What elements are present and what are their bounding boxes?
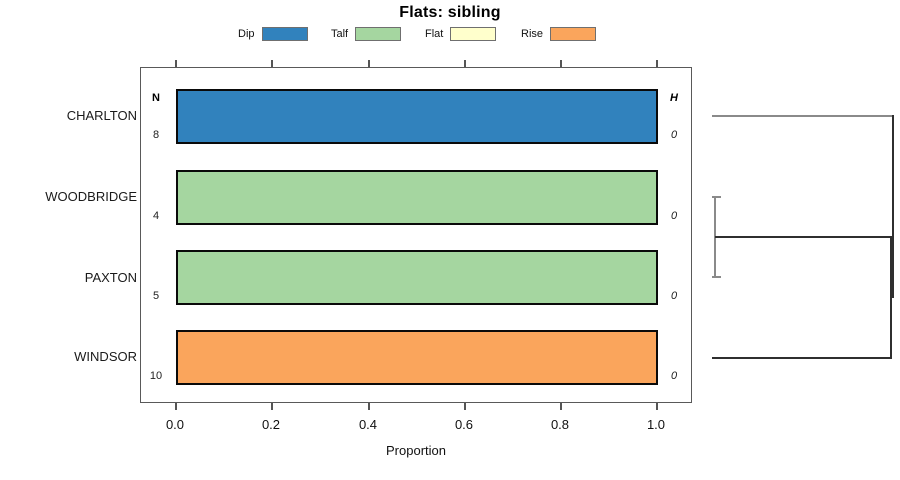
- dendrogram-leaf-windsor: [712, 357, 892, 359]
- legend-item-rise: Rise: [521, 26, 597, 42]
- legend-swatch-dip: [261, 27, 308, 41]
- x-tick-label: 0.0: [165, 417, 185, 432]
- legend-label-flat: Flat: [425, 28, 444, 40]
- x-tick-label: 0.2: [261, 417, 281, 432]
- n-column-header: N: [152, 92, 160, 104]
- x-tick-bottom: [368, 403, 370, 410]
- x-tick-label: 0.6: [454, 417, 474, 432]
- x-tick-bottom: [464, 403, 466, 410]
- bar-charlton: [176, 89, 658, 144]
- h-value-charlton: 0: [670, 129, 678, 141]
- dendrogram-cluster-wp-line: [715, 236, 892, 238]
- x-tick-bottom: [175, 403, 177, 410]
- x-axis-title: Proportion: [386, 443, 446, 458]
- legend-label-talf: Talf: [331, 28, 349, 40]
- legend-label-dip: Dip: [238, 28, 255, 40]
- x-tick-top: [368, 60, 370, 67]
- legend-swatch-flat: [450, 27, 497, 41]
- n-value-charlton: 8: [152, 129, 160, 141]
- h-column-header: H: [670, 92, 678, 104]
- chart-title: Flats: sibling: [399, 4, 501, 21]
- row-label-paxton: PAXTON: [84, 270, 137, 285]
- x-tick-bottom: [656, 403, 658, 410]
- legend-item-talf: Talf: [331, 26, 402, 42]
- x-tick-label: 1.0: [646, 417, 666, 432]
- row-label-woodbridge: WOODBRIDGE: [45, 189, 137, 204]
- legend-label-rise: Rise: [521, 28, 544, 40]
- h-value-windsor: 0: [670, 370, 678, 382]
- n-value-paxton: 5: [152, 290, 160, 302]
- dendrogram-leaf-charlton: [712, 115, 894, 117]
- dendrogram-bracket-top-tick: [712, 196, 721, 198]
- dendrogram-bracket-bottom-tick: [712, 276, 721, 278]
- legend-swatch-talf: [355, 27, 402, 41]
- legend-item-dip: Dip: [238, 26, 308, 42]
- bar-woodbridge: [176, 170, 658, 225]
- h-value-woodbridge: 0: [670, 210, 678, 222]
- n-value-woodbridge: 4: [152, 210, 160, 222]
- x-tick-bottom: [560, 403, 562, 410]
- x-tick-top: [464, 60, 466, 67]
- bar-windsor: [176, 330, 658, 385]
- x-tick-label: 0.4: [358, 417, 378, 432]
- row-label-windsor: WINDSOR: [74, 349, 137, 364]
- x-tick-top: [271, 60, 273, 67]
- x-tick-top: [175, 60, 177, 67]
- n-value-windsor: 10: [149, 370, 163, 382]
- legend-item-flat: Flat: [425, 26, 497, 42]
- x-tick-bottom: [271, 403, 273, 410]
- legend-swatch-rise: [550, 27, 597, 41]
- bar-paxton: [176, 250, 658, 305]
- h-value-paxton: 0: [670, 290, 678, 302]
- row-label-charlton: CHARLTON: [66, 108, 137, 123]
- dendrogram-root-vertical: [892, 115, 894, 298]
- x-tick-label: 0.8: [550, 417, 570, 432]
- x-tick-top: [560, 60, 562, 67]
- x-tick-top: [656, 60, 658, 67]
